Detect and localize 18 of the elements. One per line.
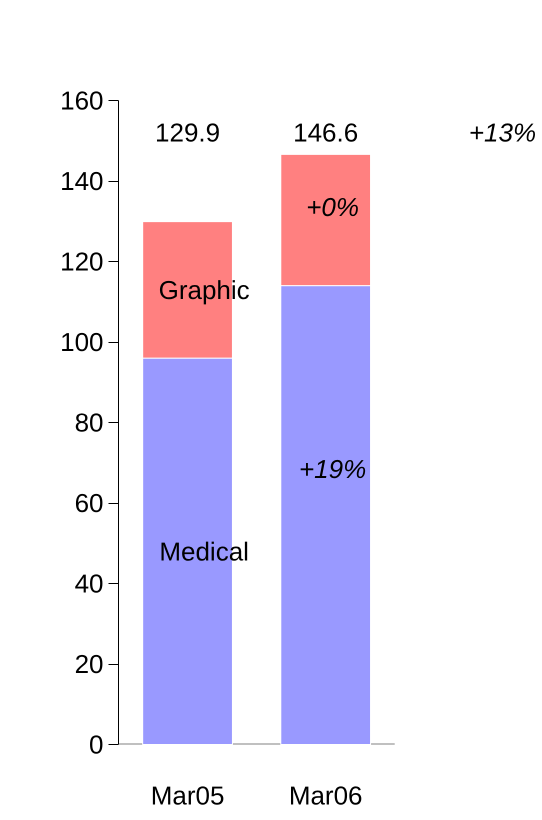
- y-tick-label: 60: [74, 488, 104, 518]
- total-label: 146.6: [293, 118, 358, 148]
- y-tick-label: 100: [60, 327, 104, 357]
- y-tick-label: 140: [60, 166, 104, 196]
- x-tick-label: Mar06: [288, 780, 363, 810]
- text: +13%: [468, 118, 536, 148]
- y-tick-label: 40: [74, 568, 104, 598]
- y-tick-label: 20: [74, 649, 104, 679]
- annotation: +0%: [306, 192, 359, 222]
- series-label: Medical: [159, 536, 249, 566]
- y-tick-label: 80: [74, 408, 104, 438]
- annotation: +19%: [298, 454, 366, 484]
- x-tick-label: Mar05: [150, 780, 224, 810]
- y-tick-label: 0: [89, 730, 104, 760]
- y-tick-label: 120: [60, 246, 104, 276]
- total-label: 129.9: [155, 118, 220, 148]
- y-tick-label: 160: [60, 86, 104, 116]
- series-label: Graphic: [158, 274, 250, 305]
